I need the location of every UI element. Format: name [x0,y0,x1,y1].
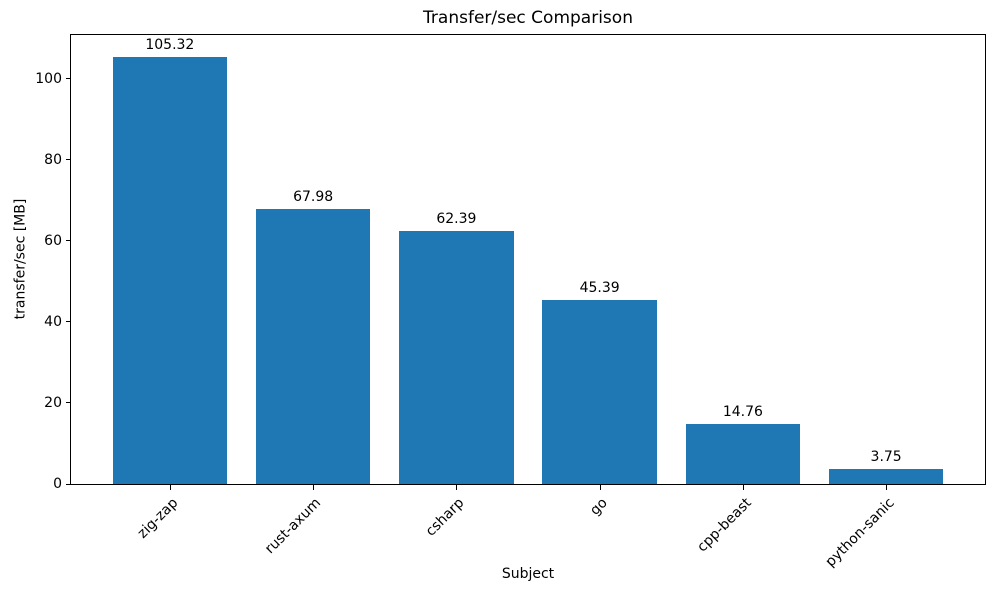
bar [542,300,657,484]
x-tick-mark [886,485,888,490]
y-axis-label: transfer/sec [MB] [12,198,29,320]
x-tick-label: go [587,495,611,519]
bar-value-label: 62.39 [436,211,477,228]
plot-area: 105.32 67.98 62.39 45.39 14.76 3.75 [70,34,986,485]
bar-value-label: 45.39 [579,280,620,297]
y-tick-mark [66,321,71,323]
bar [685,424,801,484]
bar-value-label: 14.76 [722,404,763,421]
y-tick-label: 0 [53,476,62,492]
chart-title: Transfer/sec Comparison [423,8,633,28]
x-tick-label: python-sanic [822,495,898,571]
y-tick-label: 20 [44,394,62,411]
x-tick-label: rust-axum [262,495,325,558]
bar [255,208,371,484]
x-tick-mark [456,485,458,490]
x-tick-label: zig-zap [134,495,182,542]
y-tick-label: 40 [44,313,62,330]
x-axis-label: Subject [501,566,555,582]
y-tick-label: 60 [44,232,62,249]
y-tick-label: 100 [35,70,62,87]
y-tick-mark [66,240,71,242]
x-tick-mark [169,485,171,490]
y-tick-mark [66,402,71,404]
x-tick-label: cpp-beast [693,495,755,556]
y-tick-label: 80 [44,151,62,168]
bar-value-label: 105.32 [145,37,195,54]
y-tick-mark [66,483,71,485]
bar [828,468,944,484]
x-tick-mark [313,485,315,490]
x-tick-label: csharp [423,495,468,540]
x-tick-mark [742,485,744,490]
bar [399,231,514,484]
y-tick-mark [66,159,71,161]
bar [112,57,228,484]
x-tick-mark [599,485,601,490]
bar-value-label: 67.98 [293,188,334,205]
y-tick-mark [66,78,71,80]
bar-value-label: 3.75 [870,448,902,465]
